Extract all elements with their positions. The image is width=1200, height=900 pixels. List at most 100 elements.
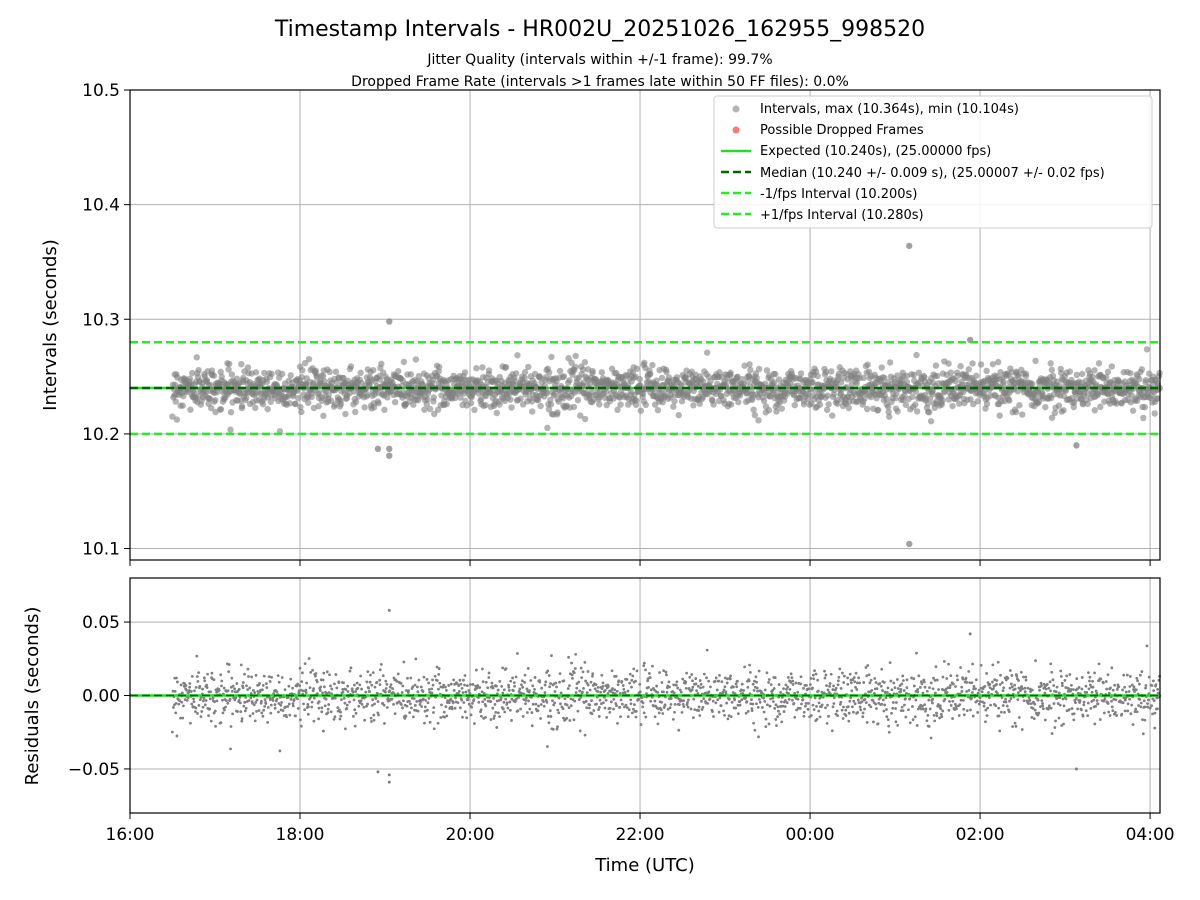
interval-point xyxy=(299,367,306,374)
residual-point xyxy=(402,699,405,703)
interval-point xyxy=(551,390,558,398)
residual-point xyxy=(226,689,230,693)
residual-point xyxy=(206,672,209,676)
residual-point xyxy=(618,706,622,709)
residual-point xyxy=(504,667,508,671)
interval-point xyxy=(431,410,438,418)
residual-point xyxy=(352,698,356,702)
residual-point xyxy=(423,721,426,725)
residual-point xyxy=(1107,691,1111,695)
interval-point xyxy=(357,369,364,377)
residual-point xyxy=(570,673,574,677)
residual-point xyxy=(764,725,768,729)
interval-point xyxy=(577,412,584,419)
residual-point xyxy=(317,717,320,721)
residual-point xyxy=(520,692,524,695)
residual-point xyxy=(307,705,310,709)
residual-point xyxy=(437,687,440,691)
residual-point xyxy=(598,706,601,709)
residual-point xyxy=(378,668,382,672)
residual-point xyxy=(1021,687,1025,691)
residual-point xyxy=(1019,670,1023,674)
residual-point xyxy=(1141,732,1145,736)
interval-point xyxy=(893,390,900,397)
residual-point xyxy=(820,703,824,707)
residual-point xyxy=(463,674,467,677)
residual-point xyxy=(1032,717,1036,721)
residual-point xyxy=(261,688,264,692)
interval-point xyxy=(778,405,785,412)
residual-point xyxy=(822,691,826,695)
interval-point xyxy=(791,401,798,409)
residual-point xyxy=(890,688,894,692)
residual-point xyxy=(812,708,816,712)
interval-point xyxy=(927,418,935,425)
residual-point xyxy=(1000,681,1004,685)
residual-point xyxy=(738,703,742,707)
residual-point xyxy=(314,674,317,678)
residual-point xyxy=(1151,712,1154,716)
residual-point xyxy=(542,700,545,703)
residual-point xyxy=(850,681,853,685)
residual-point xyxy=(1049,689,1052,693)
residual-point xyxy=(418,702,422,706)
residual-point xyxy=(657,711,661,715)
residual-point xyxy=(806,702,810,705)
residual-point xyxy=(846,705,850,709)
residual-point xyxy=(524,698,528,702)
residual-point xyxy=(369,673,372,677)
residual-point xyxy=(1056,702,1060,705)
interval-point xyxy=(690,402,697,409)
interval-point xyxy=(1104,368,1112,376)
residual-point xyxy=(1023,690,1027,694)
residual-point xyxy=(802,686,805,690)
residual-point xyxy=(457,689,461,693)
interval-point xyxy=(1143,346,1151,353)
residual-point xyxy=(788,687,792,691)
interval-point xyxy=(671,397,678,405)
residual-point xyxy=(310,700,314,704)
residual-point xyxy=(578,729,582,733)
interval-point xyxy=(376,376,384,383)
interval-point xyxy=(548,353,555,361)
residual-point xyxy=(870,688,874,692)
residual-point xyxy=(913,715,917,719)
residual-point xyxy=(777,683,781,686)
residual-point xyxy=(882,680,886,684)
residual-point xyxy=(697,709,701,712)
residual-point xyxy=(284,705,287,709)
residual-point xyxy=(555,685,558,689)
residual-point xyxy=(1096,702,1100,706)
residual-point xyxy=(266,706,270,709)
residual-point xyxy=(1077,685,1081,689)
residual-point xyxy=(884,696,888,700)
residual-point xyxy=(756,705,760,709)
residual-point xyxy=(900,705,904,709)
residual-point xyxy=(911,705,914,708)
residual-point xyxy=(649,699,653,703)
residual-point xyxy=(207,714,210,717)
interval-point xyxy=(581,359,589,366)
residual-point xyxy=(745,700,749,703)
residual-point xyxy=(1086,714,1090,718)
residual-point xyxy=(927,698,931,702)
residual-point xyxy=(415,699,419,703)
residual-point xyxy=(333,696,337,700)
residual-point xyxy=(847,719,851,723)
residual-point xyxy=(725,701,729,705)
residual-outlier-point xyxy=(376,770,380,774)
interval-point xyxy=(238,402,246,410)
residual-point xyxy=(886,718,890,722)
interval-point xyxy=(829,412,836,419)
residual-point xyxy=(855,681,859,685)
residual-point xyxy=(428,720,432,724)
interval-point xyxy=(727,401,735,408)
residual-point xyxy=(241,681,245,684)
residual-point xyxy=(597,708,600,712)
residual-point xyxy=(774,718,778,721)
residual-point xyxy=(853,702,857,706)
residual-point xyxy=(995,683,998,686)
residual-point xyxy=(224,705,227,709)
interval-outlier-point xyxy=(386,445,393,453)
residual-point xyxy=(299,688,303,692)
